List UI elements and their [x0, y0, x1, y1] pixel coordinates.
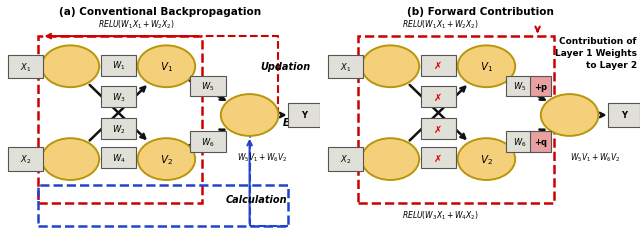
FancyBboxPatch shape [101, 87, 136, 107]
Text: $V_1$: $V_1$ [160, 60, 173, 74]
Bar [358, 37, 554, 203]
Text: $X_1$: $X_1$ [20, 61, 31, 73]
Text: (a) Conventional Backpropagation: (a) Conventional Backpropagation [59, 7, 261, 17]
Circle shape [138, 139, 195, 180]
FancyBboxPatch shape [531, 76, 551, 97]
Text: $RELU(W_1X_1+W_2X_2)$: $RELU(W_1X_1+W_2X_2)$ [402, 19, 478, 31]
Text: ✗: ✗ [435, 92, 442, 102]
Text: +q: +q [534, 138, 547, 146]
FancyBboxPatch shape [506, 76, 534, 97]
FancyBboxPatch shape [288, 104, 320, 127]
FancyBboxPatch shape [608, 104, 640, 127]
Bar [38, 185, 288, 226]
Text: $W_5V_1+W_6V_2$: $W_5V_1+W_6V_2$ [237, 151, 288, 163]
Text: ✗: ✗ [435, 124, 442, 134]
FancyBboxPatch shape [101, 55, 136, 76]
FancyBboxPatch shape [421, 87, 456, 107]
Text: $V_2$: $V_2$ [480, 152, 493, 166]
Text: $W_4$: $W_4$ [111, 152, 125, 164]
FancyBboxPatch shape [8, 55, 44, 79]
Text: $W_5V_1+W_6V_2$: $W_5V_1+W_6V_2$ [570, 151, 621, 163]
FancyBboxPatch shape [101, 148, 136, 169]
FancyBboxPatch shape [421, 55, 456, 76]
Text: Error: Error [283, 117, 310, 128]
FancyBboxPatch shape [421, 148, 456, 169]
Text: $X_1$: $X_1$ [340, 61, 351, 73]
FancyBboxPatch shape [191, 132, 226, 152]
FancyBboxPatch shape [328, 55, 364, 79]
FancyBboxPatch shape [421, 119, 456, 140]
Text: $X_2$: $X_2$ [340, 153, 351, 166]
FancyBboxPatch shape [328, 148, 364, 171]
Bar [38, 37, 202, 203]
Circle shape [362, 46, 419, 88]
Text: $W_5$: $W_5$ [201, 80, 215, 93]
Text: $X_2$: $X_2$ [20, 153, 31, 166]
Circle shape [42, 46, 99, 88]
Text: $W_6$: $W_6$ [513, 136, 527, 148]
Text: +p: +p [534, 82, 547, 91]
Text: ✗: ✗ [435, 153, 442, 163]
Text: $W_1$: $W_1$ [112, 60, 125, 72]
Text: $W_3$: $W_3$ [111, 91, 125, 103]
Circle shape [138, 46, 195, 88]
Text: Updation: Updation [260, 62, 310, 72]
Text: Y: Y [301, 111, 307, 120]
Text: $RELU(W_1X_1+W_2X_2)$: $RELU(W_1X_1+W_2X_2)$ [98, 19, 174, 31]
Text: $V_2$: $V_2$ [160, 152, 173, 166]
Text: Calculation: Calculation [225, 194, 287, 204]
Text: $W_5$: $W_5$ [513, 80, 527, 93]
Circle shape [362, 139, 419, 180]
Text: (b) Forward Contribution: (b) Forward Contribution [406, 7, 554, 17]
Text: $RELU(W_3X_1+W_4X_2)$: $RELU(W_3X_1+W_4X_2)$ [402, 209, 478, 222]
Text: Y: Y [621, 111, 627, 120]
Circle shape [458, 46, 515, 88]
Text: $W_6$: $W_6$ [201, 136, 215, 148]
FancyBboxPatch shape [191, 76, 226, 97]
Text: Contribution of
Layer 1 Weights
to Layer 2: Contribution of Layer 1 Weights to Layer… [555, 37, 637, 69]
Circle shape [458, 139, 515, 180]
Circle shape [221, 95, 278, 136]
Text: ✗: ✗ [435, 61, 442, 71]
FancyBboxPatch shape [531, 132, 551, 152]
FancyBboxPatch shape [101, 119, 136, 140]
Circle shape [541, 95, 598, 136]
FancyBboxPatch shape [8, 148, 44, 171]
Text: $W_2$: $W_2$ [112, 123, 125, 136]
Text: $V_1$: $V_1$ [480, 60, 493, 74]
FancyBboxPatch shape [506, 132, 534, 152]
Circle shape [42, 139, 99, 180]
